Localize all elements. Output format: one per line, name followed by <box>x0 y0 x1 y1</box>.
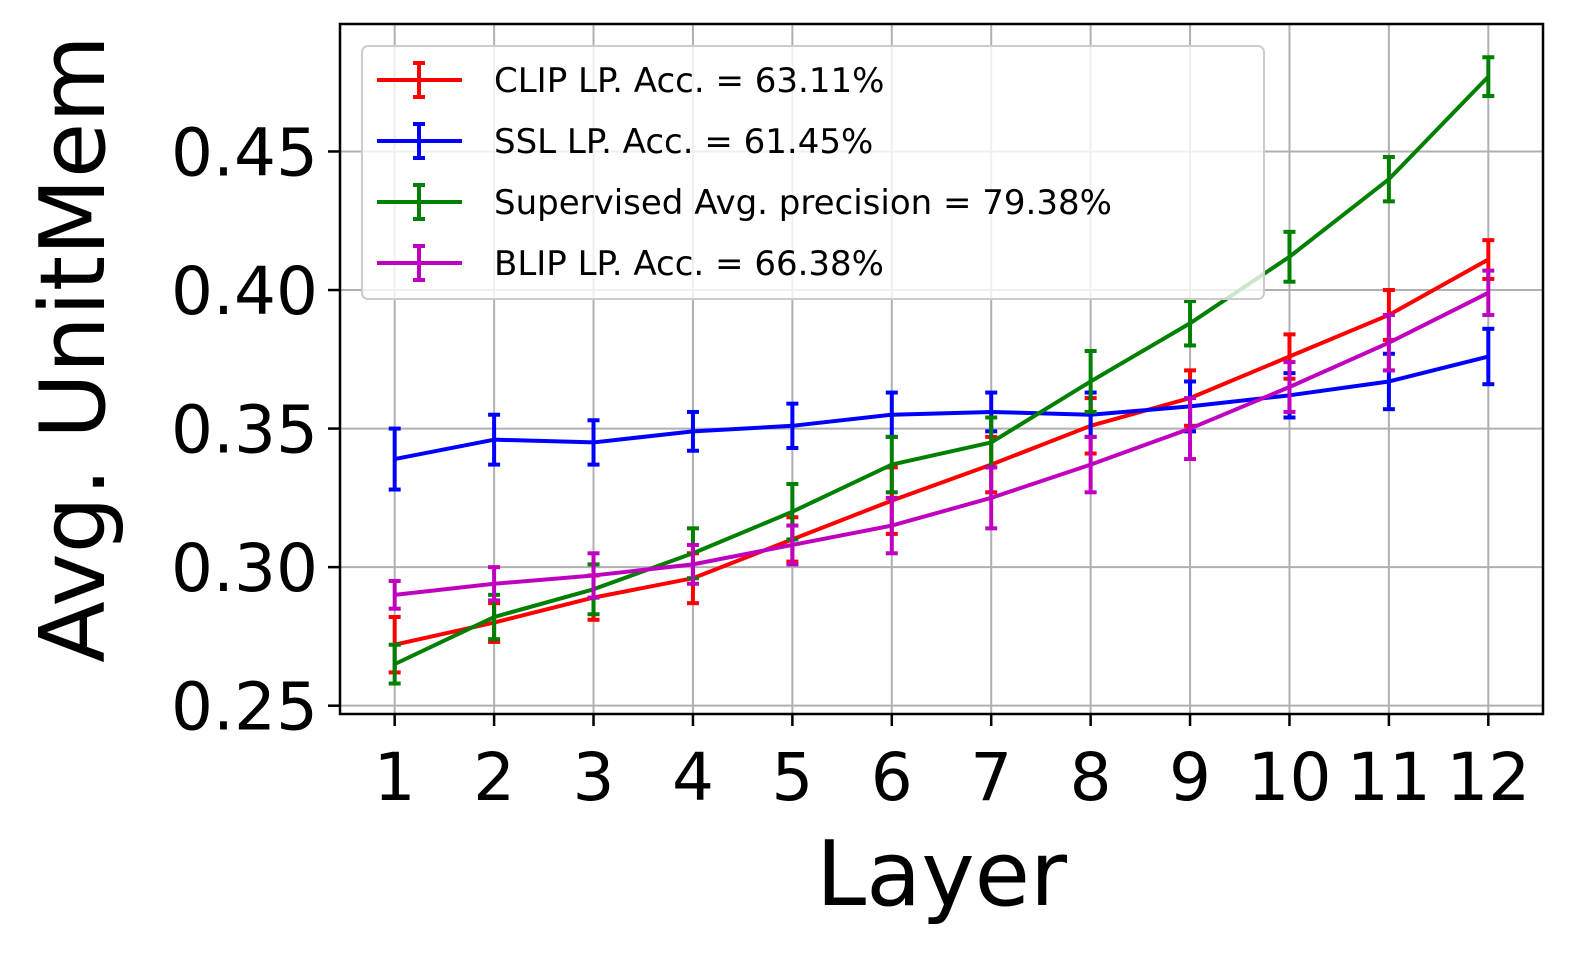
error-bar <box>786 523 799 567</box>
x-tick-label: 9 <box>1169 739 1211 816</box>
legend-entry: Supervised Avg. precision = 79.38% <box>377 183 1112 223</box>
error-bar <box>885 495 898 556</box>
x-axis-label: Layer <box>816 822 1067 927</box>
x-tick-label: 12 <box>1446 739 1530 816</box>
series-line <box>393 75 1490 666</box>
plot-frame <box>338 22 1545 716</box>
legend: CLIP LP. Acc. = 63.11% SSL LP. Acc. = 61.… <box>361 45 1265 300</box>
x-tick-label: 11 <box>1347 739 1431 816</box>
error-bar <box>488 565 501 603</box>
y-tick-label: 0.25 <box>171 669 318 746</box>
x-tick-label: 6 <box>871 739 913 816</box>
y-tick-label: 0.30 <box>171 530 318 607</box>
series-layer <box>388 55 1495 686</box>
error-bar <box>1482 326 1495 387</box>
error-bar <box>885 434 898 495</box>
x-tick-label: 3 <box>573 739 615 816</box>
x-tick-label: 10 <box>1247 739 1331 816</box>
series-1 <box>388 238 1495 675</box>
y-axis-label: Avg. UnitMem <box>21 35 126 663</box>
legend-entry: SSL LP. Acc. = 61.45% <box>377 122 873 162</box>
x-tick-label: 5 <box>771 739 813 816</box>
legend-label: SSL LP. Acc. = 61.45% <box>494 122 873 162</box>
legend-entry: BLIP LP. Acc. = 66.38% <box>377 244 884 284</box>
error-bar <box>1482 268 1495 317</box>
error-bar <box>1283 229 1296 284</box>
legend-box <box>361 45 1265 300</box>
legend-label: CLIP LP. Acc. = 63.11% <box>494 61 884 101</box>
x-tick-label: 8 <box>1070 739 1112 816</box>
error-bar <box>686 409 699 453</box>
y-tick-label: 0.45 <box>171 114 318 191</box>
series-2 <box>388 326 1495 492</box>
error-bar <box>1084 434 1097 495</box>
x-tick-label: 2 <box>473 739 515 816</box>
error-bar <box>1382 312 1395 373</box>
series-line <box>394 257 1490 647</box>
error-bar <box>1482 55 1495 99</box>
error-bar <box>388 642 401 686</box>
legend-label: BLIP LP. Acc. = 66.38% <box>494 244 884 284</box>
x-tick-label: 4 <box>672 739 714 816</box>
error-bar <box>388 426 401 492</box>
x-tick-label: 1 <box>374 739 416 816</box>
error-bar <box>1184 299 1197 348</box>
error-bar <box>686 542 699 586</box>
series-line <box>394 291 1490 597</box>
series-3 <box>388 55 1495 686</box>
x-tick-label: 7 <box>970 739 1012 816</box>
legend-entry: CLIP LP. Acc. = 63.11% <box>377 61 884 101</box>
error-bar <box>1382 155 1395 204</box>
series-line <box>394 354 1489 462</box>
series-4 <box>388 268 1495 611</box>
error-bar <box>587 551 600 600</box>
y-tick-label: 0.35 <box>171 392 318 469</box>
axis-ticks: 1 2 3 4 5 6 7 8 9 10 11 120.250.300.350.400.45 <box>171 114 1530 816</box>
error-bar <box>1283 360 1296 414</box>
error-bar <box>786 401 799 450</box>
y-tick-label: 0.40 <box>171 253 318 330</box>
error-bar <box>587 418 600 467</box>
error-bar <box>388 578 401 611</box>
error-bar <box>1184 396 1197 462</box>
legend-label: Supervised Avg. precision = 79.38% <box>494 183 1112 223</box>
error-bar <box>1084 348 1097 414</box>
error-bar <box>488 412 501 467</box>
error-bar <box>985 465 998 531</box>
